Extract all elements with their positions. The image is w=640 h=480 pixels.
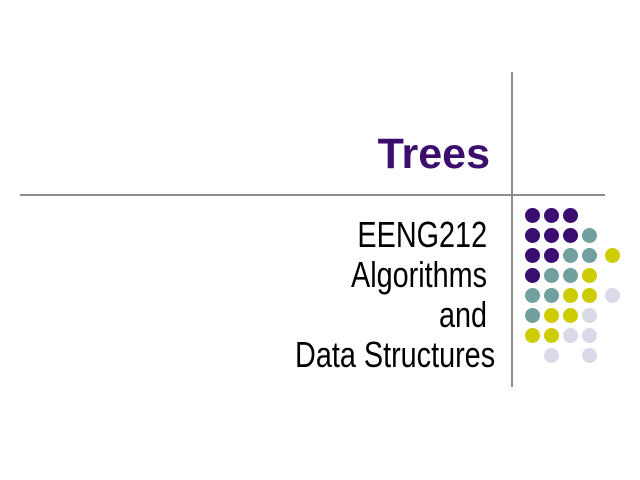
decorative-dot (543, 247, 559, 263)
decorative-dot (581, 267, 597, 283)
decorative-dot (581, 287, 597, 303)
decorative-dot (562, 207, 578, 223)
decorative-dot (543, 267, 559, 283)
decorative-dot (524, 207, 540, 223)
slide-subtitle: EENG212 Algorithms and Data Structures (245, 215, 495, 375)
decorative-dot (524, 227, 540, 243)
decorative-dot (581, 227, 597, 243)
subtitle-line: EENG212 (245, 215, 495, 255)
decorative-dot (524, 267, 540, 283)
slide-title: Trees (377, 130, 490, 178)
horizontal-divider-line (20, 194, 605, 196)
decorative-dot (543, 307, 559, 323)
decorative-dot (543, 227, 559, 243)
decorative-dot (524, 307, 540, 323)
decorative-dot (524, 327, 540, 343)
decorative-dot (562, 327, 578, 343)
decorative-dot (562, 247, 578, 263)
decorative-dot (543, 287, 559, 303)
decorative-dot (581, 307, 597, 323)
decorative-dot (562, 287, 578, 303)
decorative-dot (543, 207, 559, 223)
subtitle-line: Data Structures (245, 335, 495, 375)
subtitle-line-text: EENG212 (357, 214, 495, 255)
decorative-dot (524, 287, 540, 303)
vertical-divider-line (511, 72, 513, 387)
decorative-dot (581, 327, 597, 343)
subtitle-line-text: Algorithms (350, 254, 495, 295)
decorative-dot (562, 227, 578, 243)
decorative-dot (604, 287, 620, 303)
subtitle-line: and (245, 295, 495, 335)
decorative-dot (543, 347, 559, 363)
decorative-dot (562, 307, 578, 323)
decorative-dot (562, 267, 578, 283)
decorative-dot (524, 247, 540, 263)
decorative-dot (604, 247, 620, 263)
decorative-dot (543, 327, 559, 343)
subtitle-line-text: Data Structures (294, 334, 495, 375)
decorative-dot (581, 247, 597, 263)
subtitle-line-text: and (438, 294, 495, 335)
decorative-dot (581, 347, 597, 363)
subtitle-line: Algorithms (245, 255, 495, 295)
